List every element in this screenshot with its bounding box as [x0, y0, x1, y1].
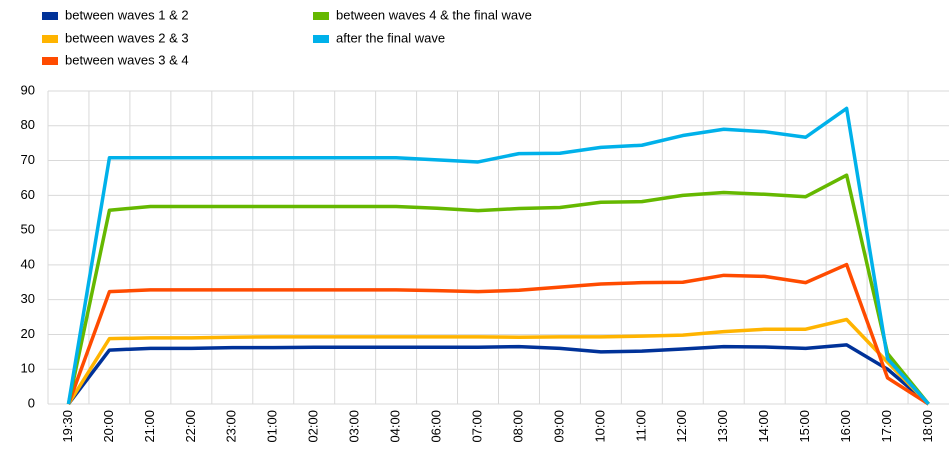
legend-swatch [42, 12, 58, 20]
series-line [67, 343, 930, 406]
x-tick-label: 13:00 [715, 410, 730, 443]
legend-swatch [42, 35, 58, 43]
x-tick-label: 04:00 [388, 410, 403, 443]
x-tick-label: 02:00 [306, 410, 321, 443]
legend-label: between waves 3 & 4 [65, 52, 189, 67]
x-tick-label: 06:00 [429, 410, 444, 443]
y-tick-label: 60 [21, 187, 35, 202]
x-tick-label: 23:00 [224, 410, 239, 443]
y-tick-label: 20 [21, 326, 35, 341]
legend-label: after the final wave [336, 30, 445, 45]
y-tick-label: 80 [21, 117, 35, 132]
legend-label: between waves 4 & the final wave [336, 7, 532, 22]
x-tick-label: 14:00 [756, 410, 771, 443]
x-tick-label: 09:00 [551, 410, 566, 443]
y-tick-label: 90 [21, 82, 35, 97]
y-tick-label: 10 [21, 361, 35, 376]
x-tick-label: 21:00 [142, 410, 157, 443]
x-tick-label: 16:00 [838, 410, 853, 443]
legend-swatch [313, 12, 329, 20]
legend-label: between waves 2 & 3 [65, 30, 189, 45]
y-tick-label: 0 [28, 395, 35, 410]
x-tick-label: 19:30 [60, 410, 75, 443]
y-tick-label: 30 [21, 291, 35, 306]
y-tick-label: 70 [21, 152, 35, 167]
x-tick-label: 03:00 [347, 410, 362, 443]
series-line [66, 262, 930, 406]
legend-swatch [42, 57, 58, 65]
x-tick-label: 08:00 [510, 410, 525, 443]
x-tick-label: 11:00 [633, 410, 648, 442]
series-line [66, 106, 930, 406]
x-tick-label: 07:00 [469, 410, 484, 443]
x-tick-label: 18:00 [920, 410, 935, 443]
x-tick-label: 22:00 [183, 410, 198, 443]
x-tick-label: 10:00 [592, 410, 607, 443]
series-line [66, 317, 930, 406]
series-line [66, 173, 930, 406]
legend-label: between waves 1 & 2 [65, 7, 189, 22]
x-tick-label: 15:00 [797, 410, 812, 443]
x-tick-label: 01:00 [265, 410, 280, 443]
y-tick-label: 40 [21, 256, 35, 271]
legend-swatch [313, 35, 329, 43]
x-tick-label: 17:00 [879, 410, 894, 443]
x-tick-label: 12:00 [674, 410, 689, 443]
y-tick-label: 50 [21, 222, 35, 237]
x-tick-label: 20:00 [101, 410, 116, 443]
